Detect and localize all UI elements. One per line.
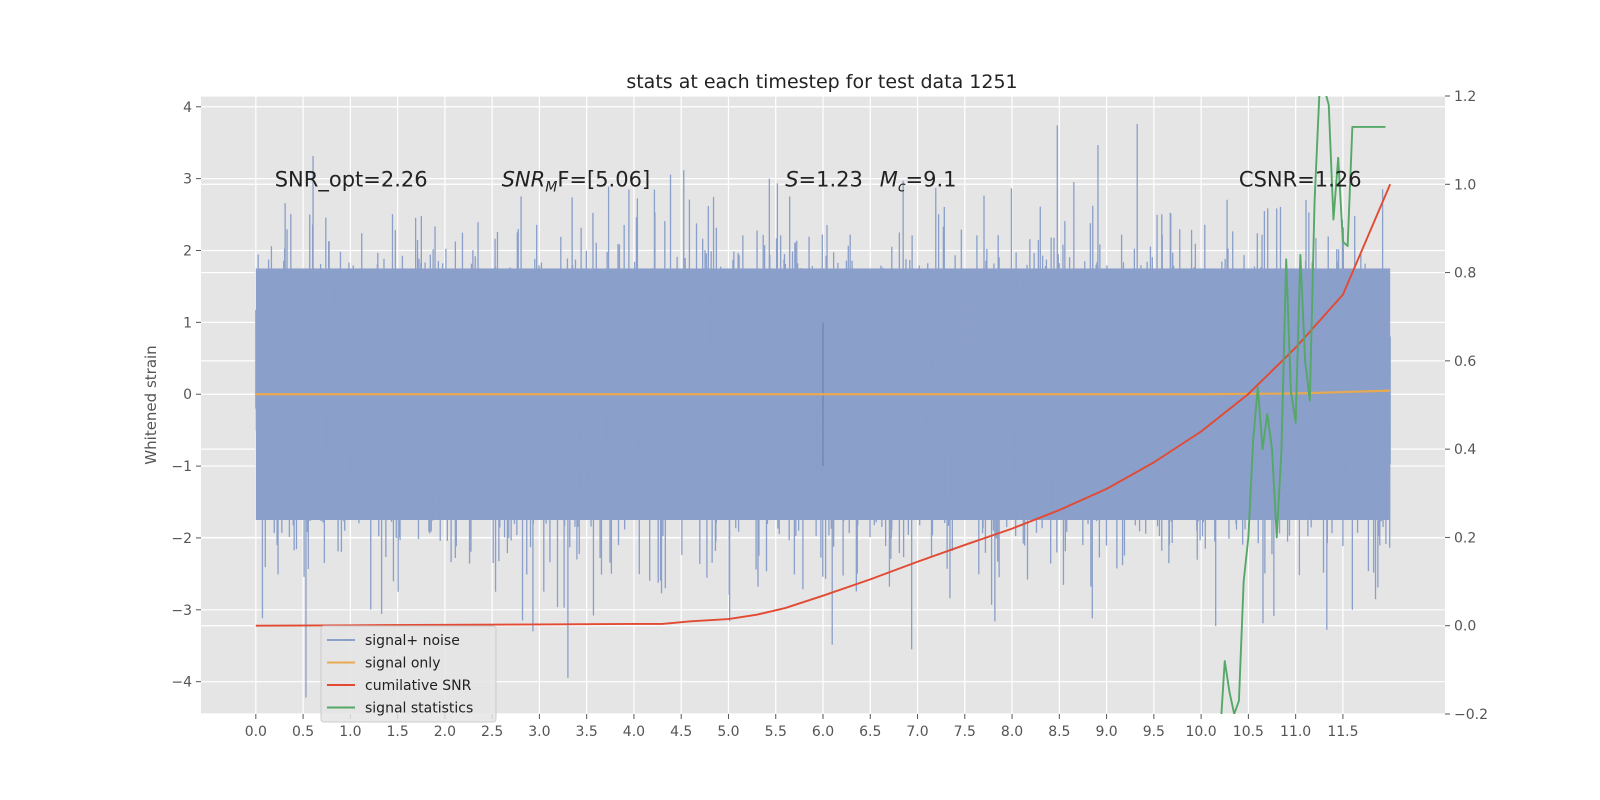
x-tick-label: 0.0 [245, 724, 267, 740]
y-tick-label: 2 [183, 244, 192, 260]
annotation-part: =9.1 [906, 168, 957, 192]
x-tick-label: 7.5 [954, 724, 976, 740]
y-axis-left: 4 3 2 1 0 −1 −2 −3 −4 [171, 100, 201, 691]
legend-label: signal+ noise [365, 633, 460, 649]
x-tick-label: 1.5 [386, 724, 408, 740]
x-tick-label: 10.5 [1233, 724, 1264, 740]
x-tick-label: 8.0 [1001, 724, 1023, 740]
x-tick-label: 7.0 [906, 724, 928, 740]
annotation-subscript: c [898, 180, 906, 196]
y-tick-label: −3 [171, 603, 192, 619]
annotation-part: F=[5.06] [557, 168, 650, 192]
x-tick-label: 3.5 [576, 724, 598, 740]
legend-box [320, 625, 497, 723]
x-tick-label: 2.0 [434, 724, 456, 740]
annotation-csnr: CSNR=1.26 [1239, 168, 1362, 192]
x-tick-label: 11.0 [1280, 724, 1311, 740]
annotation-part: SNR [502, 168, 546, 192]
x-tick-label: 6.0 [812, 724, 834, 740]
y-tick-label: 4 [183, 100, 192, 116]
x-tick-label: 6.5 [859, 724, 881, 740]
y2-tick-label: 0.2 [1454, 530, 1476, 546]
y-axis-label: Whitened strain [142, 345, 160, 464]
y-tick-label: 0 [183, 387, 192, 403]
annotation-part: M [880, 168, 898, 192]
x-tick-label: 4.5 [670, 724, 692, 740]
y2-tick-label: 0.0 [1454, 619, 1476, 635]
x-tick-label: 3.0 [528, 724, 550, 740]
y-tick-label: 3 [183, 172, 192, 188]
x-tick-label: 9.0 [1095, 724, 1117, 740]
annotation-mc-val: Mc=9.1 [880, 168, 957, 196]
annotation-subscript: M [545, 180, 557, 196]
annotations: SNR_opt=2.26 SNRMF=[5.06] S=1.23 Mc=9.1 CSNR… [275, 168, 1362, 196]
x-tick-label: 10.0 [1186, 724, 1217, 740]
legend-label: signal statistics [365, 701, 473, 717]
series-layer [255, 96, 1392, 714]
x-axis: 0.0 0.5 1.0 1.5 2.0 2.5 3.0 3.5 4.0 4.5 5.0 5.5 6.0 6… [245, 714, 1358, 740]
x-tick-label: 5.5 [765, 724, 787, 740]
annotation-part: =1.23 [799, 168, 863, 192]
y-tick-label: −4 [171, 675, 192, 691]
y2-tick-label: 1.2 [1454, 89, 1476, 105]
series-signal-statistics [1220, 96, 1386, 714]
legend-label: signal only [365, 656, 440, 672]
x-tick-label: 9.5 [1143, 724, 1165, 740]
y2-tick-label: 0.6 [1454, 354, 1476, 370]
chart-title: stats at each timestep for test data 125… [626, 71, 1017, 93]
annotation-snr-mf: SNRMF=[5.06] [502, 168, 651, 196]
y2-tick-label: 0.4 [1454, 442, 1476, 458]
annotation-part: S [785, 168, 798, 192]
x-tick-label: 8.5 [1048, 724, 1070, 740]
x-tick-label: 0.5 [292, 724, 314, 740]
legend-label: cumilative SNR [365, 678, 472, 694]
annotation-s-val: S=1.23 [785, 168, 863, 192]
x-tick-label: 4.0 [623, 724, 645, 740]
y-axis-right: 1.2 1.0 0.8 0.6 0.4 0.2 0.0 −0.2 [1445, 89, 1488, 723]
x-tick-label: 2.5 [481, 724, 503, 740]
x-tick-label: 5.0 [717, 724, 739, 740]
y2-tick-label: −0.2 [1454, 707, 1488, 723]
x-tick-label: 11.5 [1327, 724, 1358, 740]
legend: signal+ noise signal only cumilative SNR si… [320, 625, 497, 723]
y2-tick-label: 1.0 [1454, 177, 1476, 193]
series-signal-noise [255, 123, 1391, 698]
y-tick-label: 1 [183, 315, 192, 331]
y-tick-label: −2 [171, 531, 192, 547]
y-tick-label: −1 [171, 459, 192, 475]
y2-tick-label: 0.8 [1454, 266, 1476, 282]
x-tick-label: 1.0 [339, 724, 361, 740]
annotation-snr-opt: SNR_opt=2.26 [275, 168, 428, 193]
